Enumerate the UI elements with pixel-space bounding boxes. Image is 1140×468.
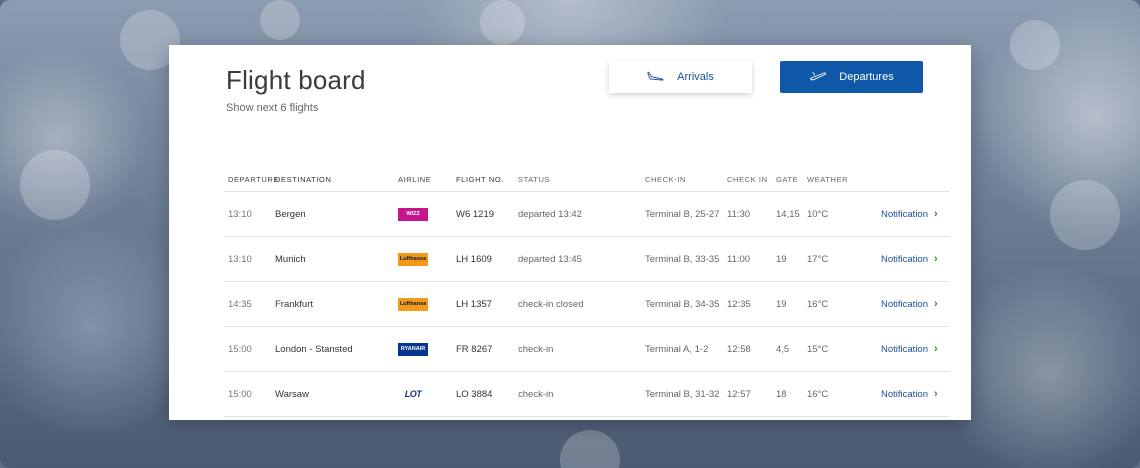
- departure-time: 13:10: [228, 208, 252, 220]
- col-weather: WEATHER: [807, 174, 849, 184]
- destination: Warsaw: [275, 388, 309, 400]
- weather: 15°C: [807, 343, 829, 355]
- checkin-desk: Terminal A, 1-2: [645, 343, 709, 355]
- col-destination: DESTINATION: [275, 174, 332, 184]
- page-title: Flight board: [226, 65, 366, 95]
- chevron-right-icon: ›: [934, 343, 938, 355]
- flight-number: LH 1357: [456, 298, 492, 310]
- col-departure: DEPARTURE: [228, 174, 279, 184]
- col-checkin-time: CHECK IN: [727, 174, 768, 184]
- flight-number: LH 1609: [456, 253, 492, 265]
- departure-time: 14:35: [228, 298, 252, 310]
- flight-number: W6 1219: [456, 208, 495, 220]
- flights-table: DEPARTURE DESTINATION AIRLINE FLIGHT NO.…: [224, 167, 950, 417]
- checkin-desk: Terminal B, 31-32: [645, 388, 720, 400]
- col-airline: AIRLINE: [398, 174, 432, 184]
- flight-board-card: Flight board Show next 6 flights Arrival…: [169, 45, 971, 420]
- notification-label: Notification: [881, 343, 928, 355]
- departure-time: 15:00: [228, 388, 252, 400]
- destination: Frankfurt: [275, 298, 314, 310]
- chevron-right-icon: ›: [934, 253, 938, 265]
- arrivals-label: Arrivals: [677, 71, 714, 83]
- table-row: 13:10 Munich Lufthansa LH 1609 departed …: [224, 237, 950, 282]
- checkin-time: 12:58: [727, 343, 751, 355]
- gate: 19: [776, 253, 787, 265]
- weather: 16°C: [807, 298, 829, 310]
- gate: 18: [776, 388, 787, 400]
- flight-number: FR 8267: [456, 343, 493, 355]
- weather: 10°C: [807, 208, 829, 220]
- airline-logo: Lufthansa: [398, 297, 428, 311]
- notification-link[interactable]: Notification ›: [881, 298, 950, 310]
- weather: 16°C: [807, 388, 829, 400]
- checkin-time: 12:57: [727, 388, 751, 400]
- flight-number: LO 3884: [456, 388, 493, 400]
- notification-link[interactable]: Notification ›: [881, 253, 950, 265]
- checkin-time: 11:00: [727, 253, 751, 265]
- airline-logo: Lufthansa: [398, 252, 428, 266]
- notification-label: Notification: [881, 208, 928, 220]
- flight-status: check-in: [518, 343, 554, 355]
- notification-link[interactable]: Notification ›: [881, 388, 950, 400]
- gate: 19: [776, 298, 787, 310]
- col-status: STATUS: [518, 174, 551, 184]
- table-header: DEPARTURE DESTINATION AIRLINE FLIGHT NO.…: [224, 167, 950, 192]
- airline-logo: LOT: [404, 389, 422, 399]
- checkin-time: 12:35: [727, 298, 751, 310]
- flight-status: check-in closed: [518, 298, 584, 310]
- notification-link[interactable]: Notification ›: [881, 343, 950, 355]
- notification-link[interactable]: Notification ›: [881, 208, 950, 220]
- plane-landing-icon: [647, 70, 665, 85]
- chevron-right-icon: ›: [934, 298, 938, 310]
- checkin-desk: Terminal B, 25-27: [645, 208, 720, 220]
- departure-time: 13:10: [228, 253, 252, 265]
- flight-status: departed 13:42: [518, 208, 582, 220]
- departures-label: Departures: [839, 71, 894, 83]
- chevron-right-icon: ›: [934, 208, 938, 220]
- flight-status: check-in: [518, 388, 554, 400]
- departures-button[interactable]: Departures: [780, 61, 923, 93]
- chevron-right-icon: ›: [934, 388, 938, 400]
- weather: 17°C: [807, 253, 829, 265]
- col-flight-no: FLIGHT NO.: [456, 174, 504, 184]
- departure-time: 15:00: [228, 343, 252, 355]
- col-gate: GATE: [776, 174, 799, 184]
- table-row: 15:00 Warsaw LOT LO 3884 check-in Termin…: [224, 372, 950, 417]
- table-row: 15:00 London - Stansted RYANAIR FR 8267 …: [224, 327, 950, 372]
- destination: Bergen: [275, 208, 306, 220]
- airline-logo: RYANAIR: [398, 342, 428, 356]
- checkin-time: 11:30: [727, 208, 751, 220]
- notification-label: Notification: [881, 298, 928, 310]
- table-row: 14:35 Frankfurt Lufthansa LH 1357 check-…: [224, 282, 950, 327]
- notification-label: Notification: [881, 253, 928, 265]
- flight-status: departed 13:45: [518, 253, 582, 265]
- page-subtitle: Show next 6 flights: [226, 102, 319, 114]
- plane-takeoff-icon: [809, 70, 827, 85]
- checkin-desk: Terminal B, 33-35: [645, 253, 720, 265]
- table-row: 13:10 Bergen WIZZ W6 1219 departed 13:42…: [224, 192, 950, 237]
- airline-logo: WIZZ: [398, 207, 428, 221]
- destination: London - Stansted: [275, 343, 353, 355]
- checkin-desk: Terminal B, 34-35: [645, 298, 720, 310]
- arrivals-button[interactable]: Arrivals: [609, 61, 752, 93]
- notification-label: Notification: [881, 388, 928, 400]
- destination: Munich: [275, 253, 306, 265]
- gate: 14,15: [776, 208, 800, 220]
- gate: 4,5: [776, 343, 790, 355]
- col-checkin-desk: CHECK-IN: [645, 174, 687, 184]
